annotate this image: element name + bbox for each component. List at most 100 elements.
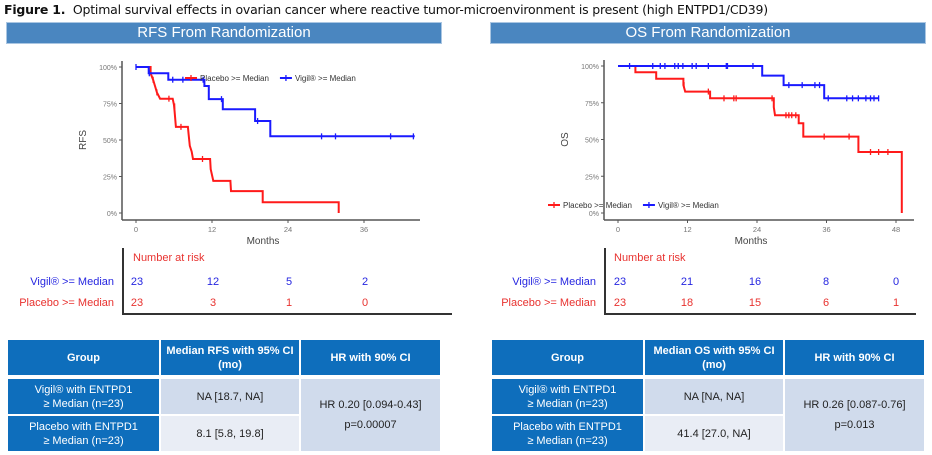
risk-axis-horizontal [122,313,452,315]
median-cell: NA [18.7, NA] [159,376,301,416]
figure-label: Figure 1. [4,2,66,17]
risk-header: Number at risk [614,252,686,264]
table-row: Vigil® with ENTPD1 ≥ Median (n=23) NA [18… [6,376,442,453]
x-tick-label: 0 [616,225,620,234]
os-km-chart: 0% 25% 50% 75% 100% 0 12 24 36 48 Months OS Placebo … [548,60,914,247]
p-value: p=0.00007 [344,419,397,431]
y-tick-label: 50% [585,138,599,145]
col-header-hr: HR with 90% CI [299,338,442,379]
y-tick-label: 50% [103,138,117,145]
x-tick-label: 36 [822,225,830,234]
risk-count: 6 [822,297,830,309]
group-line-2: ≥ Median (n=23) [527,397,608,410]
risk-count: 2 [361,276,369,288]
col-header-group: Group [490,338,645,379]
y-axis-label: RFS [78,130,89,150]
hr-value: HR 0.20 [0.094-0.43] [319,399,422,411]
os-banner: OS From Randomization [490,22,926,44]
risk-label-vigil: Vigil® >= Median [512,276,596,288]
risk-axis-vertical [604,248,606,314]
x-tick-label: 36 [360,225,368,234]
risk-count: 23 [613,297,627,309]
median-cell: NA [NA, NA] [643,376,785,416]
x-axis-label: Months [247,236,280,247]
group-cell: Placebo with ENTPD1 ≥ Median (n=23) [6,414,161,453]
risk-count: 8 [822,276,830,288]
risk-count: 15 [748,297,762,309]
y-tick-label: 75% [585,101,599,108]
legend-label-placebo: Placebo >= Median [200,74,269,83]
group-cell: Vigil® with ENTPD1 ≥ Median (n=23) [490,376,645,416]
x-tick-label: 24 [753,225,761,234]
y-tick-label: 25% [585,174,599,181]
risk-count: 23 [130,276,144,288]
risk-count: 18 [680,297,694,309]
legend-label-placebo: Placebo >= Median [563,201,632,210]
y-tick-label: 0% [107,211,117,218]
risk-count: 16 [748,276,762,288]
y-axis-label: OS [560,132,571,147]
col-header-median: Median RFS with 95% CI (mo) [159,338,301,379]
group-cell: Vigil® with ENTPD1 ≥ Median (n=23) [6,376,161,416]
risk-label-vigil: Vigil® >= Median [30,276,114,288]
risk-count: 23 [613,276,627,288]
placebo-survival-curve [618,65,903,213]
group-line-2: ≥ Median (n=23) [43,397,124,410]
risk-label-placebo: Placebo >= Median [19,297,114,309]
figure-caption-text: Optimal survival effects in ovarian canc… [72,2,768,17]
x-tick-label: 24 [284,225,292,234]
rfs-results-table: Group Median RFS with 95% CI (mo) HR wit… [6,338,442,453]
legend-label-vigil: Vigil® >= Median [658,201,719,210]
risk-count: 1 [892,297,900,309]
y-tick-label: 75% [103,102,117,109]
group-line-1: Placebo with ENTPD1 [29,420,138,433]
vigil-survival-curve [136,66,415,138]
os-results-table: Group Median OS with 95% CI (mo) HR with… [490,338,926,453]
group-line-2: ≥ Median (n=23) [527,434,608,447]
y-tick-label: 0% [589,211,599,218]
risk-header: Number at risk [133,252,205,264]
rfs-km-chart: 0% 25% 50% 75% 100% 0 12 24 36 Months RFS Placebo >… [78,61,420,247]
x-tick-label: 12 [683,225,691,234]
risk-count: 1 [285,297,293,309]
x-tick-label: 12 [208,225,216,234]
x-tick-label: 48 [892,225,900,234]
hr-cell: HR 0.26 [0.087-0.76] p=0.013 [783,376,926,453]
risk-count: 21 [680,276,694,288]
y-tick-label: 100% [99,65,117,72]
col-header-median: Median OS with 95% CI (mo) [643,338,785,379]
risk-label-placebo: Placebo >= Median [501,297,596,309]
legend-label-vigil: Vigil® >= Median [295,74,356,83]
placebo-survival-curve [136,66,340,213]
table-row: Placebo with ENTPD1 ≥ Median (n=23) 41.4 … [490,414,925,453]
table-row: Vigil® with ENTPD1 ≥ Median (n=23) NA [NA… [490,376,926,453]
col-header-hr: HR with 90% CI [783,338,926,379]
group-line-2: ≥ Median (n=23) [43,434,124,447]
vigil-survival-curve [618,65,879,100]
risk-axis-horizontal [604,313,916,315]
y-tick-label: 100% [581,64,599,71]
group-line-1: Vigil® with ENTPD1 [518,383,617,396]
col-header-group: Group [6,338,161,379]
y-tick-label: 25% [103,175,117,182]
hr-value: HR 0.26 [0.087-0.76] [803,399,906,411]
median-cell: 41.4 [27.0, NA] [643,414,785,453]
group-cell: Placebo with ENTPD1 ≥ Median (n=23) [490,414,645,453]
median-cell: 8.1 [5.8, 19.8] [159,414,301,453]
table-row: Placebo with ENTPD1 ≥ Median (n=23) 8.1 [… [6,414,441,453]
risk-count: 0 [892,276,900,288]
group-line-1: Vigil® with ENTPD1 [34,383,133,396]
risk-count: 23 [130,297,144,309]
x-axis-label: Months [735,236,768,247]
hr-cell: HR 0.20 [0.094-0.43] p=0.00007 [299,376,442,453]
x-tick-label: 0 [134,225,138,234]
risk-axis-vertical [122,248,124,314]
p-value: p=0.013 [834,419,875,431]
figure-caption: Figure 1. Optimal survival effects in ov… [4,2,768,17]
rfs-banner: RFS From Randomization [6,22,442,44]
risk-count: 5 [285,276,293,288]
risk-count: 12 [206,276,220,288]
group-line-1: Placebo with ENTPD1 [513,420,622,433]
risk-count: 3 [209,297,217,309]
